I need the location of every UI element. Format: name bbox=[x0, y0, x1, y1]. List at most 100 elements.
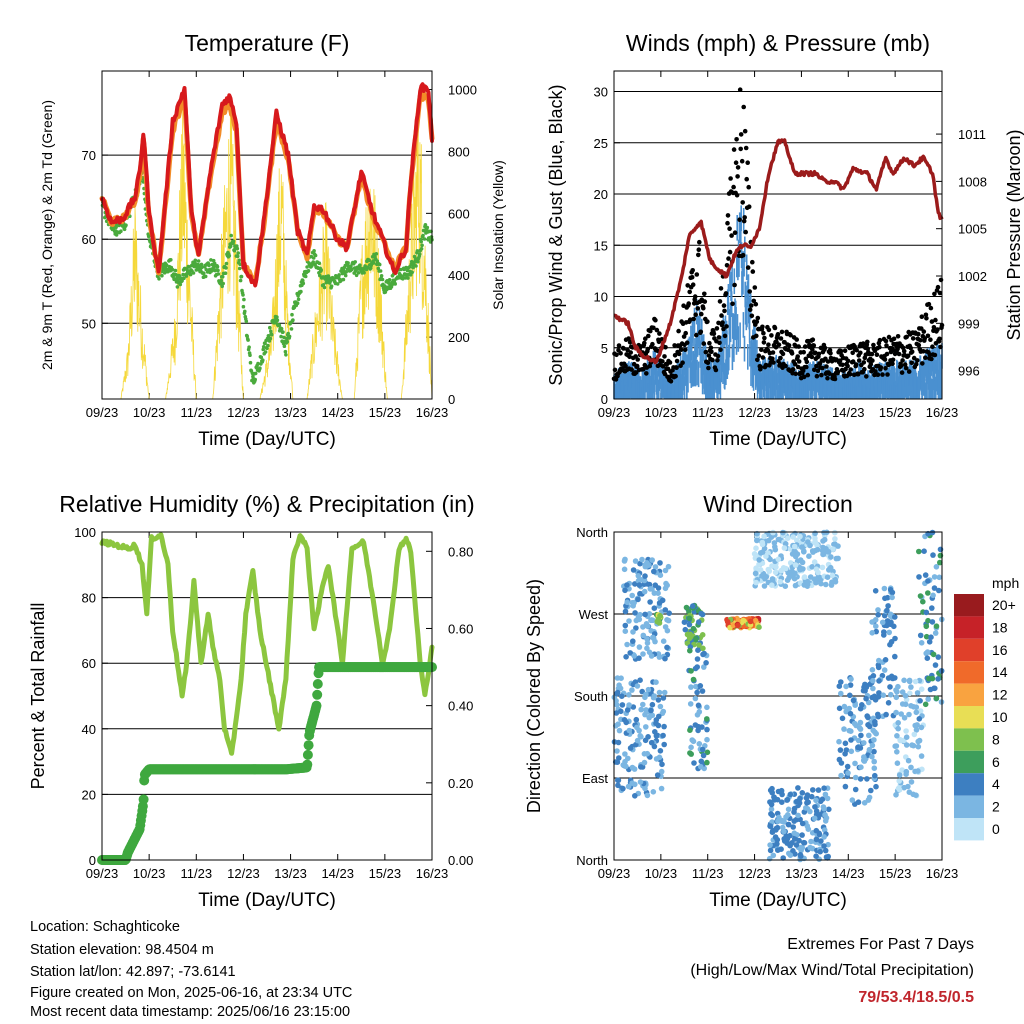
gust-point bbox=[853, 362, 859, 367]
gust-point bbox=[754, 319, 760, 325]
gust-point bbox=[888, 349, 894, 355]
gust-point bbox=[660, 359, 665, 364]
dewpoint-point bbox=[253, 377, 257, 382]
direction-point bbox=[811, 559, 818, 565]
direction-point bbox=[688, 684, 694, 690]
gust-point bbox=[838, 348, 844, 354]
direction-point bbox=[894, 760, 901, 766]
x-tick-label: 13/23 bbox=[274, 405, 307, 420]
direction-point bbox=[790, 534, 796, 540]
gust-point bbox=[750, 269, 756, 274]
y-tick-label-right: 1008 bbox=[958, 174, 987, 189]
direction-point bbox=[661, 723, 667, 730]
direction-point bbox=[784, 796, 791, 803]
gust-point bbox=[756, 353, 762, 359]
direction-point bbox=[637, 677, 643, 683]
direction-point bbox=[842, 783, 849, 790]
direction-point bbox=[770, 852, 777, 859]
gust-point bbox=[750, 259, 755, 265]
direction-point bbox=[813, 579, 819, 586]
direction-point bbox=[696, 619, 702, 625]
gust-point bbox=[687, 317, 693, 323]
direction-point bbox=[929, 675, 936, 682]
direction-point bbox=[632, 581, 638, 587]
direction-point bbox=[781, 545, 788, 551]
dewpoint-point bbox=[232, 248, 237, 253]
gust-point bbox=[730, 301, 735, 307]
gust-point bbox=[698, 329, 704, 335]
direction-point bbox=[893, 792, 899, 798]
gust-point bbox=[931, 325, 937, 330]
y-tick-label: East bbox=[582, 771, 608, 786]
direction-point bbox=[651, 693, 657, 699]
colorbar-label: 18 bbox=[992, 619, 1008, 635]
direction-point bbox=[887, 611, 894, 618]
direction-point bbox=[614, 748, 620, 754]
direction-point bbox=[818, 580, 824, 587]
x-tick-label: 09/23 bbox=[86, 405, 119, 420]
direction-point bbox=[795, 812, 801, 819]
dewpoint-point bbox=[236, 251, 240, 255]
x-tick-label: 11/23 bbox=[180, 866, 212, 881]
dewpoint-point bbox=[341, 277, 346, 282]
chart-title: Relative Humidity (%) & Precipitation (i… bbox=[59, 491, 474, 517]
dewpoint-point bbox=[318, 273, 322, 278]
direction-point bbox=[683, 604, 690, 611]
direction-point bbox=[655, 697, 662, 703]
direction-point bbox=[767, 847, 774, 854]
direction-point bbox=[703, 660, 709, 666]
direction-point bbox=[861, 800, 868, 806]
gust-point bbox=[937, 336, 942, 342]
direction-point bbox=[787, 791, 794, 798]
dewpoint-point bbox=[191, 271, 196, 275]
dewpoint-point bbox=[420, 243, 424, 248]
y-tick-label: 50 bbox=[82, 316, 96, 331]
gust-point bbox=[710, 357, 715, 363]
dewpoint-point bbox=[337, 273, 341, 277]
direction-point bbox=[925, 696, 931, 702]
dewpoint-point bbox=[119, 229, 123, 233]
direction-point bbox=[630, 629, 636, 635]
direction-point bbox=[692, 722, 699, 728]
dewpoint-point bbox=[212, 261, 217, 266]
direction-point bbox=[881, 667, 888, 673]
direction-point bbox=[821, 536, 828, 543]
direction-point bbox=[769, 812, 776, 819]
gust-point bbox=[715, 358, 720, 363]
direction-point bbox=[626, 702, 632, 708]
gust-point bbox=[773, 345, 779, 350]
gust-point bbox=[705, 319, 710, 324]
direction-point bbox=[860, 687, 867, 694]
gust-point bbox=[721, 303, 727, 308]
dewpoint-point bbox=[289, 327, 294, 331]
dewpoint-point bbox=[387, 278, 392, 282]
direction-point bbox=[621, 558, 628, 564]
gust-point bbox=[815, 368, 821, 374]
winds-pressure-chart: Winds (mph) & Pressure (mb) 09/23 10/23 11/… bbox=[546, 30, 1024, 450]
direction-point bbox=[916, 716, 923, 722]
gust-point bbox=[935, 284, 941, 290]
gust-point bbox=[761, 340, 767, 345]
gust-point bbox=[751, 298, 757, 304]
gust-point bbox=[832, 376, 838, 382]
direction-point bbox=[842, 740, 849, 747]
gust-series bbox=[611, 87, 945, 384]
direction-point bbox=[866, 746, 873, 753]
direction-point bbox=[924, 655, 931, 661]
dewpoint-point bbox=[246, 338, 250, 342]
colorbar-title: mph bbox=[992, 575, 1019, 591]
x-tick-label: 12/23 bbox=[227, 405, 260, 420]
gust-point bbox=[738, 132, 744, 137]
direction-series bbox=[611, 529, 945, 863]
direction-point bbox=[933, 564, 940, 570]
direction-point bbox=[892, 614, 898, 620]
direction-point bbox=[797, 844, 804, 851]
direction-point bbox=[872, 721, 878, 728]
direction-point bbox=[858, 764, 864, 770]
direction-point bbox=[782, 541, 789, 547]
direction-point bbox=[828, 554, 834, 560]
direction-point bbox=[805, 826, 812, 832]
direction-point bbox=[917, 708, 924, 714]
direction-point bbox=[778, 846, 784, 852]
direction-point bbox=[830, 546, 836, 552]
